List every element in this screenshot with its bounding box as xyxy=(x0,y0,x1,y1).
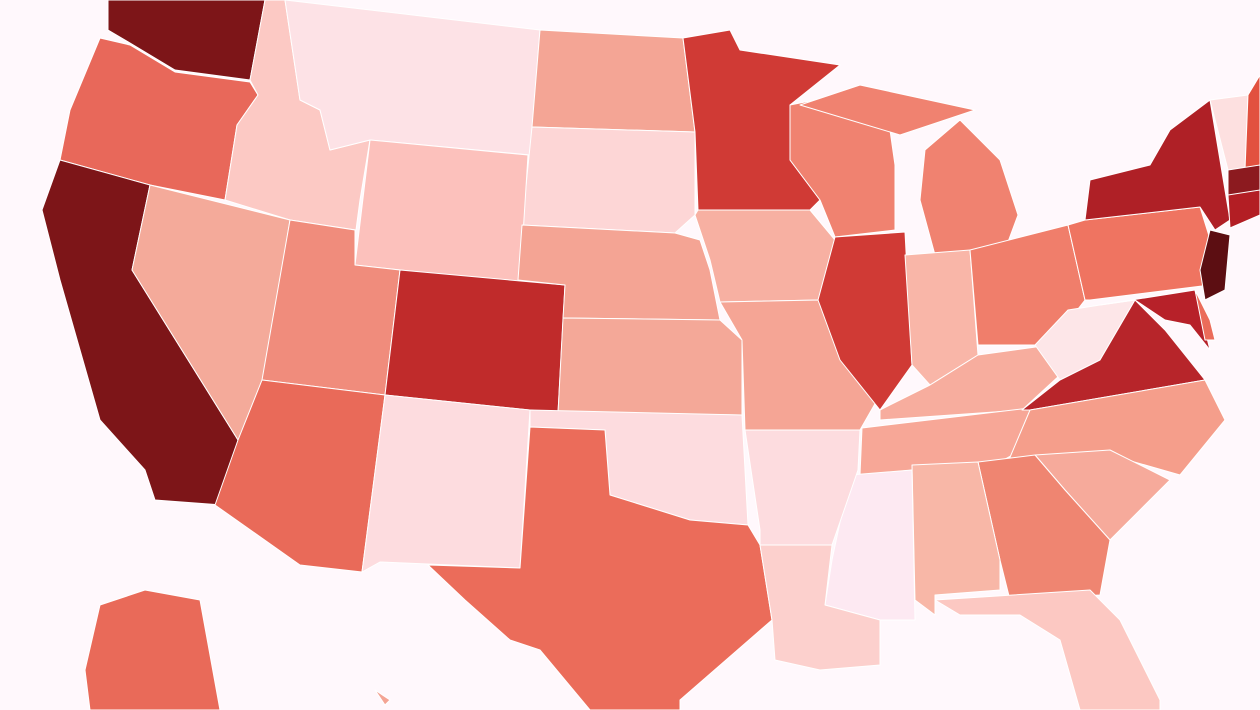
state xyxy=(374,689,391,706)
state xyxy=(557,317,743,416)
state xyxy=(1227,164,1260,196)
state xyxy=(84,589,221,710)
state xyxy=(521,126,696,234)
state xyxy=(384,269,566,414)
state xyxy=(1194,289,1216,341)
state xyxy=(107,0,266,81)
state xyxy=(934,589,1161,710)
state xyxy=(354,139,529,284)
state xyxy=(1244,74,1260,171)
state xyxy=(361,394,531,573)
state xyxy=(531,29,696,133)
state xyxy=(1227,189,1260,229)
state xyxy=(799,84,976,136)
state xyxy=(1067,206,1216,301)
state xyxy=(911,461,1001,616)
state xyxy=(977,454,1111,601)
state xyxy=(759,544,881,671)
state xyxy=(427,426,773,710)
state xyxy=(919,119,1019,256)
state xyxy=(1199,229,1231,301)
